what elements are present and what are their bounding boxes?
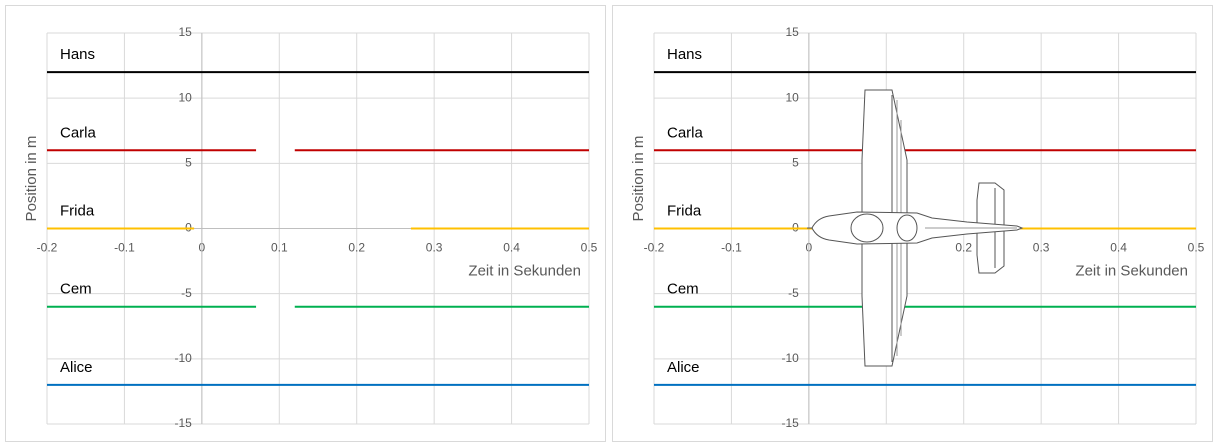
series-label: Cem xyxy=(667,281,699,298)
series-label: Carla xyxy=(667,124,704,141)
series-label: Hans xyxy=(667,46,702,63)
x-tick-label: -0.1 xyxy=(721,241,742,255)
x-tick-label: -0.2 xyxy=(37,241,58,255)
x-tick-label: 0.5 xyxy=(1188,241,1205,255)
y-axis-title: Position in m xyxy=(630,136,647,222)
x-tick-label: 0.3 xyxy=(1033,241,1050,255)
x-tick-label: 0.4 xyxy=(1110,241,1127,255)
series-label: Frida xyxy=(667,202,702,219)
y-tick-label: -5 xyxy=(788,286,799,300)
y-tick-label: 5 xyxy=(792,156,799,170)
x-axis-title: Zeit in Sekunden xyxy=(468,262,581,279)
x-tick-label: 0.2 xyxy=(955,241,972,255)
airplane xyxy=(807,89,1024,367)
series-label: Cem xyxy=(60,281,92,298)
panel-border xyxy=(612,5,1213,442)
panel-border xyxy=(5,5,606,442)
y-tick-label: -5 xyxy=(181,286,192,300)
y-axis-title: Position in m xyxy=(23,136,40,222)
x-tick-label: 0.2 xyxy=(348,241,365,255)
y-tick-label: -15 xyxy=(782,416,800,430)
y-tick-label: 10 xyxy=(785,90,799,104)
y-tick-label: 15 xyxy=(178,25,192,39)
x-tick-label: 0.3 xyxy=(426,241,443,255)
y-tick-label: 15 xyxy=(785,25,799,39)
y-tick-label: 5 xyxy=(185,156,192,170)
x-axis-title: Zeit in Sekunden xyxy=(1075,262,1188,279)
series-label: Hans xyxy=(60,46,95,63)
chart-panel: -15-10-5051015-0.2-0.100.10.20.30.40.5Ze… xyxy=(612,5,1213,442)
x-tick-label: 0.1 xyxy=(271,241,288,255)
x-tick-label: -0.2 xyxy=(644,241,665,255)
y-tick-label: -15 xyxy=(175,416,193,430)
series-label: Alice xyxy=(667,359,700,376)
series-label: Frida xyxy=(60,202,95,219)
x-tick-label: 0.4 xyxy=(503,241,520,255)
y-tick-label: 10 xyxy=(178,90,192,104)
x-tick-label: 0.5 xyxy=(581,241,598,255)
series-label: Alice xyxy=(60,359,93,376)
series-label: Carla xyxy=(60,124,97,141)
x-tick-label: -0.1 xyxy=(114,241,135,255)
y-tick-label: -10 xyxy=(175,351,193,365)
y-tick-label: -10 xyxy=(782,351,800,365)
chart-panel: -15-10-5051015-0.2-0.100.10.20.30.40.5Ze… xyxy=(5,5,606,442)
